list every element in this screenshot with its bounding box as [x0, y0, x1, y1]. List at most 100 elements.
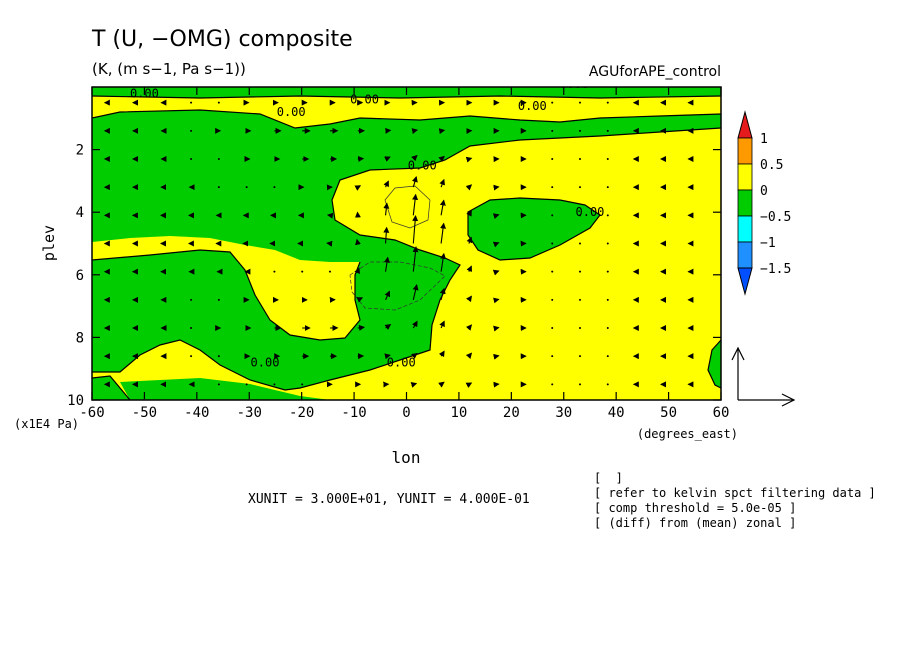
vector-arrow	[439, 178, 445, 188]
colorbar-segment	[737, 189, 753, 217]
x-axis: -60 -50 -40 -30 -20 -10 0 10 20 30 40 50 60	[79, 87, 729, 421]
vector-arrow	[465, 382, 473, 389]
negative-region-bottom-left	[92, 376, 130, 400]
x-axis-label: lon	[392, 448, 421, 467]
y-axis-label: plev	[40, 225, 58, 261]
vector-dot	[578, 214, 581, 217]
vector-dot	[217, 101, 220, 104]
vector-arrow	[384, 353, 391, 360]
vector-dot	[578, 270, 581, 273]
vector-dot	[578, 129, 581, 132]
vector-dot	[551, 383, 554, 386]
vector-dot	[606, 383, 609, 386]
y-tick-label: 2	[76, 143, 84, 159]
vector-arrow	[466, 209, 472, 217]
vector-dot	[578, 101, 581, 104]
vector-arrow	[439, 287, 446, 300]
vector-dot	[551, 242, 554, 245]
vector-arrow	[466, 236, 473, 244]
x-tick-label: -60	[79, 405, 104, 421]
vector-dot	[606, 270, 609, 273]
x-tick-label: -50	[132, 405, 157, 421]
contour-label: 0.00	[251, 355, 280, 369]
vector-dot	[578, 383, 581, 386]
y-axis: 2 4 6 8 10	[67, 143, 721, 409]
vector-dot	[606, 157, 609, 160]
vector-dot	[273, 383, 276, 386]
vector-arrow	[411, 154, 418, 162]
vector-arrow	[412, 214, 419, 244]
vector-dot	[190, 157, 193, 160]
vector-dot	[217, 355, 220, 358]
colorbar-label: −0.5	[760, 210, 791, 225]
vector-arrow	[412, 284, 419, 300]
x-tick-label: 50	[660, 405, 677, 421]
x-tick-label: 10	[450, 405, 467, 421]
vector-dot	[217, 186, 220, 189]
vector-dot	[190, 327, 193, 330]
colorbar-bottom-triangle	[737, 267, 753, 296]
vector-dot	[551, 157, 554, 160]
vector-dot	[606, 186, 609, 189]
x-tick-label: -30	[237, 405, 262, 421]
vector-dot	[606, 355, 609, 358]
vector-arrow	[383, 226, 390, 244]
vector-arrow	[440, 252, 447, 272]
y-tick-label: 8	[76, 330, 84, 346]
vector-dot	[328, 270, 331, 273]
negative-region-bottom	[120, 378, 330, 400]
vector-dot	[245, 186, 248, 189]
vector-dot	[606, 214, 609, 217]
vector-arrow	[384, 256, 390, 272]
vector-dot	[190, 129, 193, 132]
colorbar-segment	[737, 137, 753, 165]
vector-arrow	[384, 156, 391, 162]
x-tick-label: 0	[402, 405, 410, 421]
vector-arrow	[383, 202, 390, 216]
note-threshold: [ comp threshold = 5.0e-05 ]	[594, 501, 797, 515]
y-units-label: (x1E4 Pa)	[14, 417, 79, 431]
vector-arrow	[384, 290, 391, 301]
y-tick-label: 10	[67, 393, 84, 409]
x-tick-label: 20	[503, 405, 520, 421]
colorbar-top-triangle	[737, 110, 753, 139]
vector-arrow	[440, 222, 447, 244]
vector-arrow	[411, 128, 419, 134]
y-tick-label: 4	[76, 205, 84, 221]
chart-title: T (U, −OMG) composite	[91, 27, 353, 52]
vector-dot	[190, 101, 193, 104]
vector-arrow	[438, 350, 445, 358]
vector-dot	[578, 298, 581, 301]
negative-region-right-blob	[468, 198, 600, 260]
vector-dot	[606, 298, 609, 301]
vector-dot	[273, 270, 276, 273]
colorbar-segment	[737, 241, 753, 269]
vector-dot	[551, 186, 554, 189]
vector-arrow	[411, 352, 418, 359]
vector-arrow	[357, 324, 365, 331]
vector-arrow	[410, 382, 418, 388]
vector-field	[103, 99, 694, 389]
vector-unit-label: XUNIT = 3.000E+01, YUNIT = 4.000E-01	[248, 492, 530, 507]
vector-dot	[606, 101, 609, 104]
x-tick-label: 30	[555, 405, 572, 421]
vector-dot	[551, 298, 554, 301]
vector-arrow	[439, 199, 446, 216]
vector-dot	[551, 327, 554, 330]
vector-arrow	[384, 324, 392, 330]
vector-dot	[551, 355, 554, 358]
note-filtering: [ refer to kelvin spct filtering data ]	[594, 486, 876, 500]
colorbar: 1 0.5 0 −0.5 −1 −1.5	[737, 110, 791, 296]
y-tick-label: 6	[76, 268, 84, 284]
colorbar-label: −1.5	[760, 262, 791, 277]
vector-arrow	[412, 246, 419, 272]
vector-dot	[551, 214, 554, 217]
vector-dot	[301, 383, 304, 386]
plot-area: 0.000.000.00 0.000.000.000.000.00 0.00	[92, 77, 721, 400]
vector-dot	[301, 270, 304, 273]
colorbar-label: −1	[760, 236, 776, 251]
vector-dot	[606, 327, 609, 330]
contour-label: 0.00	[560, 77, 589, 91]
vector-arrow	[466, 265, 472, 273]
